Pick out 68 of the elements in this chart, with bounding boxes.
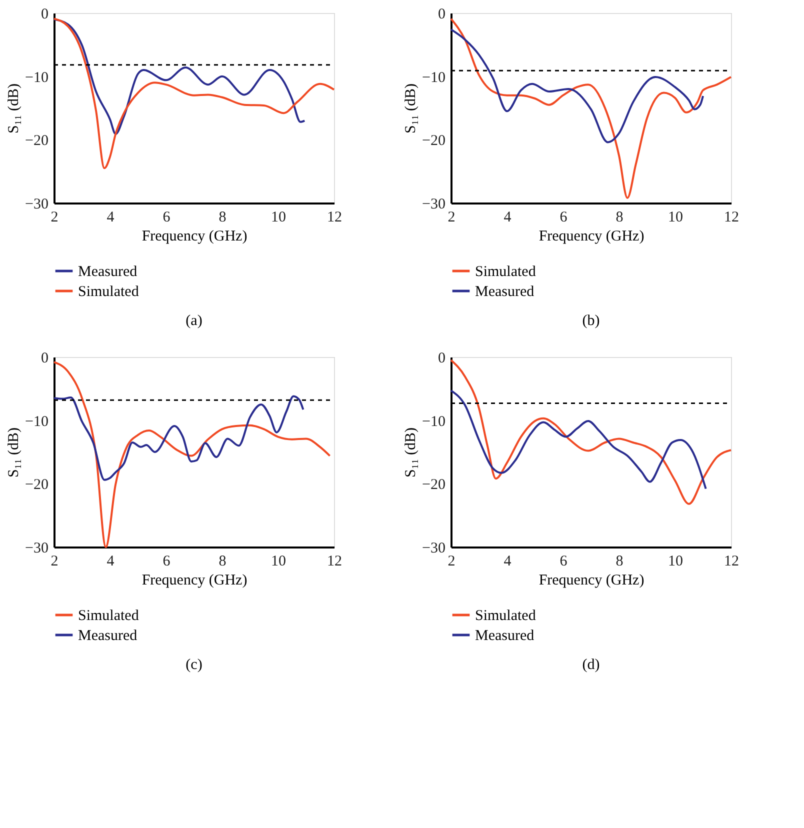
y-tick-label: −20 (25, 133, 48, 150)
y-tick-label: −10 (422, 414, 446, 430)
legend-label: Simulated (475, 264, 536, 280)
legend-label: Measured (475, 284, 535, 300)
text: (a) (186, 313, 202, 329)
y-tick-label: 0 (41, 350, 48, 366)
x-tick-label: 10 (668, 210, 683, 226)
line-series (450, 359, 732, 505)
line-series (53, 18, 306, 135)
y-tick-label: 0 (41, 6, 48, 22)
x-axis-title: Frequency (GHz) (142, 228, 248, 244)
x-tick-label: 2 (448, 554, 456, 570)
legend-label: Measured (78, 264, 138, 280)
text: (b) (582, 313, 600, 329)
line-series (450, 28, 704, 144)
x-tick-label: 2 (448, 210, 456, 226)
line-series (53, 395, 304, 481)
x-tick-label: 6 (560, 210, 568, 226)
y-tick-label: −30 (25, 540, 48, 556)
legend-label: Simulated (78, 608, 140, 624)
x-tick-label: 8 (616, 210, 624, 226)
y-tick-label: −10 (25, 70, 48, 86)
y-tick-label: −20 (422, 133, 446, 150)
y-tick-label: −30 (422, 540, 446, 556)
x-tick-label: 8 (616, 554, 624, 570)
x-tick-label: 2 (50, 210, 58, 226)
x-tick-label: 6 (162, 554, 171, 570)
line-series (450, 390, 707, 490)
y-tick-label: −10 (25, 414, 48, 430)
x-tick-label: 4 (504, 554, 512, 570)
y-tick-label: −30 (422, 196, 446, 212)
y-axis-title: S₁₁ (dB) (6, 83, 22, 134)
y-tick-label: −10 (422, 70, 446, 86)
x-tick-label: 4 (106, 210, 115, 226)
line-series (450, 18, 732, 199)
x-tick-label: 8 (218, 210, 226, 226)
x-axis-title: Frequency (GHz) (142, 572, 248, 588)
y-tick-label: −30 (25, 196, 48, 212)
x-tick-label: 12 (724, 554, 739, 570)
x-tick-label: 12 (327, 210, 342, 226)
text: (c) (186, 657, 202, 673)
x-tick-label: 10 (668, 554, 683, 570)
x-tick-label: 10 (271, 210, 286, 226)
y-tick-label: −20 (422, 477, 446, 494)
x-tick-label: 8 (218, 554, 226, 570)
y-tick-label: 0 (438, 6, 446, 22)
x-tick-label: 6 (162, 210, 171, 226)
x-tick-label: 2 (50, 554, 58, 570)
x-axis-title: Frequency (GHz) (538, 572, 644, 588)
y-axis-title: S₁₁ (dB) (6, 427, 22, 478)
legend-label: Simulated (78, 284, 140, 300)
y-tick-label: −20 (25, 477, 48, 494)
x-tick-label: 12 (724, 210, 739, 226)
x-tick-label: 10 (271, 554, 286, 570)
x-tick-label: 4 (504, 210, 512, 226)
line-series (53, 18, 335, 170)
x-tick-label: 6 (560, 554, 568, 570)
text: (d) (582, 657, 600, 673)
x-tick-label: 12 (327, 554, 342, 570)
line-series (53, 361, 331, 548)
x-tick-label: 4 (106, 554, 115, 570)
legend-label: Measured (475, 628, 535, 644)
y-tick-label: 0 (438, 350, 446, 366)
legend-label: Simulated (475, 608, 536, 624)
legend-label: Measured (78, 628, 138, 644)
y-axis-title: S₁₁ (dB) (403, 427, 420, 478)
x-axis-title: Frequency (GHz) (538, 228, 644, 244)
y-axis-title: S₁₁ (dB) (403, 83, 420, 134)
